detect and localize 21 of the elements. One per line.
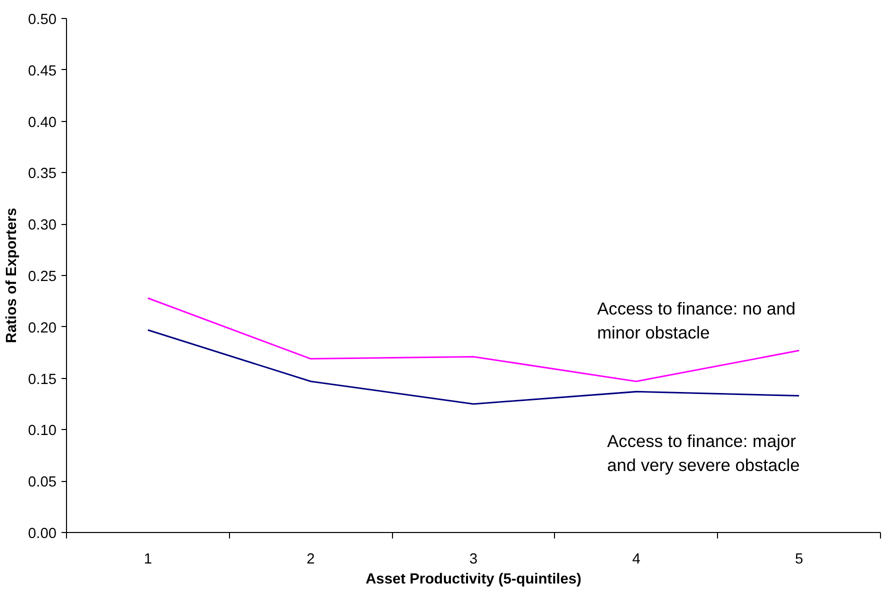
x-axis-title: Asset Productivity (5-quintiles) (366, 572, 582, 588)
y-tick-label: 0.10 (28, 423, 57, 440)
x-tick-label: 1 (144, 552, 152, 568)
x-tick-label: 2 (306, 552, 315, 568)
y-tick-label: 0.50 (28, 12, 57, 28)
y-tick-label: 0.45 (28, 63, 57, 80)
x-tick-label: 3 (469, 552, 478, 568)
y-tick-label: 0.25 (28, 269, 57, 285)
y-tick-label: 0.30 (28, 218, 57, 234)
line-series (147, 297, 800, 382)
y-tick-label: 0.00 (28, 526, 57, 542)
series-label: Access to finance: no and minor obstacle (597, 298, 796, 343)
y-tick-label: 0.15 (28, 372, 57, 388)
y-tick-label: 0.05 (28, 474, 57, 491)
y-tick-label: 0.35 (28, 166, 57, 182)
x-tick-label: 5 (795, 552, 804, 568)
y-tick-label: 0.20 (28, 320, 57, 336)
x-tick-label: 4 (632, 552, 640, 568)
y-tick-label: 0.40 (28, 114, 57, 131)
y-axis-title: Ratios of Exporters (4, 208, 20, 344)
text: Access to finance: major and very severe obstacle (607, 430, 800, 475)
